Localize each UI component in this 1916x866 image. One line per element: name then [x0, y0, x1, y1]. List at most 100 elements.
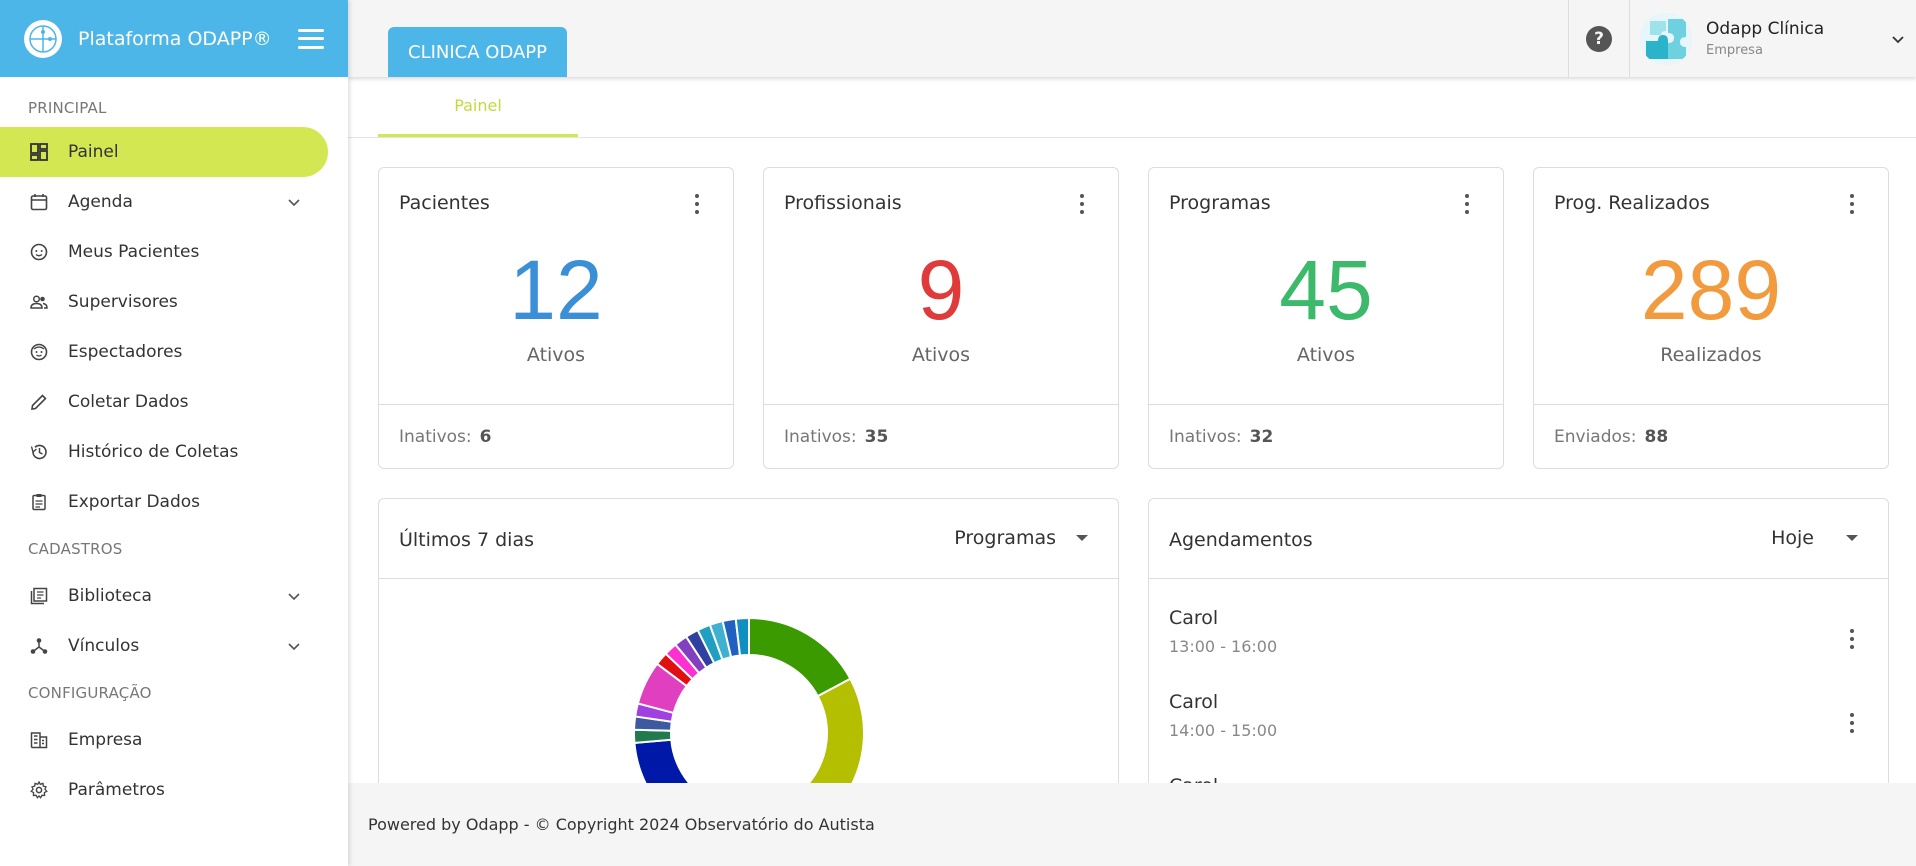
more-vert-icon[interactable]	[1842, 627, 1862, 651]
help-icon[interactable]: ?	[1586, 25, 1612, 52]
sidebar-item-coletar-dados[interactable]: Coletar Dados	[0, 377, 328, 427]
history-icon	[28, 441, 50, 463]
sidebar-item-label: Empresa	[68, 730, 143, 750]
footer-value: 6	[479, 426, 492, 447]
sidebar-item-meus-pacientes[interactable]: Meus Pacientes	[0, 227, 328, 277]
section-principal: PRINCIPAL	[28, 99, 107, 117]
pie-slice[interactable]	[633, 738, 798, 783]
appointment-time: 14:00 - 15:00	[1169, 721, 1278, 740]
panel-title: Últimos 7 dias	[399, 529, 534, 551]
chart-panel: Últimos 7 dias Programas	[378, 498, 1119, 783]
appointment-name: Carol	[1169, 607, 1219, 629]
footer-label: Enviados:	[1554, 426, 1637, 447]
more-vert-icon[interactable]	[1457, 192, 1477, 216]
sidebar-item-historico[interactable]: Histórico de Coletas	[0, 427, 328, 477]
stat-label: Ativos	[1296, 344, 1356, 366]
sidebar-item-biblioteca[interactable]: Biblioteca	[0, 571, 328, 621]
footer-value: 35	[864, 426, 889, 447]
card-title: Pacientes	[399, 192, 490, 214]
stat-card-pacientes: Pacientes 12 Ativos Inativos: 6	[378, 167, 734, 469]
user-name: Odapp Clínica	[1706, 19, 1825, 39]
appointment-item[interactable]: Carol 13:00 - 16:00	[1169, 607, 1868, 667]
sidebar-item-label: Supervisores	[68, 292, 178, 312]
brand-title: Plataforma ODAPP®	[78, 27, 272, 50]
top-header: CLINICA ODAPP ? Odapp Clínica Empresa	[348, 0, 1916, 77]
pie-slice[interactable]	[734, 616, 750, 657]
donut-chart	[632, 616, 865, 783]
sidebar-item-vinculos[interactable]: Vínculos	[0, 621, 328, 671]
pie-slice[interactable]	[748, 616, 852, 698]
face-icon	[28, 241, 50, 263]
hamburger-menu-icon[interactable]	[298, 28, 324, 49]
card-footer: Inativos: 6	[379, 404, 733, 468]
sidebar-item-label: Histórico de Coletas	[68, 442, 239, 462]
subtabs: Painel	[348, 77, 1916, 138]
user-role: Empresa	[1706, 43, 1763, 58]
dropdown-value: Hoje	[1771, 527, 1814, 549]
card-footer: Enviados: 88	[1534, 404, 1888, 468]
user-text: Odapp Clínica Empresa	[1706, 19, 1892, 58]
appointment-item[interactable]: Carol 14:00 - 15:00	[1169, 691, 1868, 751]
sidebar-item-label: Agenda	[68, 192, 133, 212]
avatar	[1640, 12, 1692, 65]
more-vert-icon[interactable]	[1842, 192, 1862, 216]
sidebar-item-agenda[interactable]: Agenda	[0, 177, 328, 227]
more-vert-icon[interactable]	[1842, 711, 1862, 735]
appointments-panel: Agendamentos Hoje Carol 13:00 - 16:00 Ca…	[1148, 498, 1889, 783]
gear-icon	[28, 779, 50, 801]
caret-down-icon	[1076, 535, 1088, 541]
caret-down-icon	[1846, 535, 1858, 541]
chevron-down-icon	[288, 586, 300, 606]
sidebar-item-label: Espectadores	[68, 342, 183, 362]
stat-value: 9	[917, 243, 965, 337]
card-title: Programas	[1169, 192, 1271, 214]
section-configuracao: CONFIGURAÇÃO	[28, 684, 152, 702]
stat-value: 45	[1279, 243, 1373, 337]
pencil-icon	[28, 391, 50, 413]
card-title: Prog. Realizados	[1554, 192, 1710, 214]
people-icon	[28, 291, 50, 313]
building-icon	[28, 729, 50, 751]
sidebar-item-espectadores[interactable]: Espectadores	[0, 327, 328, 377]
pie-slice[interactable]	[632, 728, 673, 745]
sidebar-item-parametros[interactable]: Parâmetros	[0, 765, 328, 815]
sidebar-item-label: Coletar Dados	[68, 392, 189, 412]
dropdown-value: Programas	[954, 527, 1056, 549]
puzzle-logo-icon	[24, 19, 62, 58]
footer-value: 88	[1644, 426, 1669, 447]
panel-header: Agendamentos Hoje	[1149, 499, 1888, 579]
card-title: Profissionais	[784, 192, 902, 214]
sidebar-item-painel[interactable]: Painel	[0, 127, 328, 177]
stat-label: Realizados	[1660, 344, 1762, 366]
tab-painel[interactable]: Painel	[378, 77, 578, 137]
sidebar-item-label: Parâmetros	[68, 780, 165, 800]
appointments-filter-dropdown[interactable]: Hoje	[1771, 527, 1858, 549]
user-menu[interactable]: Odapp Clínica Empresa	[1630, 0, 1916, 77]
appointment-time: 13:00 - 16:00	[1169, 637, 1278, 656]
footer-label: Inativos:	[399, 426, 472, 447]
pie-slice[interactable]	[798, 677, 865, 783]
sidebar-item-supervisores[interactable]: Supervisores	[0, 277, 328, 327]
appointment-name: Carol	[1169, 691, 1219, 713]
more-vert-icon[interactable]	[1072, 192, 1092, 216]
footer-label: Inativos:	[1169, 426, 1242, 447]
more-vert-icon[interactable]	[687, 192, 707, 216]
sidebar-item-empresa[interactable]: Empresa	[0, 715, 328, 765]
chart-filter-dropdown[interactable]: Programas	[954, 527, 1088, 549]
clipboard-icon	[28, 491, 50, 513]
company-tab[interactable]: CLINICA ODAPP	[388, 27, 568, 77]
appointment-name: Carol	[1169, 775, 1868, 783]
card-footer: Inativos: 35	[764, 404, 1118, 468]
sidebar-item-exportar-dados[interactable]: Exportar Dados	[0, 477, 328, 527]
help-area: ?	[1568, 0, 1630, 77]
footer-text: Powered by Odapp - © Copyright 2024 Obse…	[368, 815, 875, 834]
appointment-item[interactable]: Carol	[1169, 775, 1868, 783]
dashboard-icon	[28, 141, 50, 163]
library-icon	[28, 585, 50, 607]
page-footer: Powered by Odapp - © Copyright 2024 Obse…	[348, 783, 1916, 866]
stat-value: 289	[1640, 243, 1782, 337]
stat-card-programas: Programas 45 Ativos Inativos: 32	[1148, 167, 1504, 469]
brand-bar: Plataforma ODAPP®	[0, 0, 348, 77]
sidebar-item-label: Exportar Dados	[68, 492, 201, 512]
chevron-down-icon	[288, 636, 300, 656]
